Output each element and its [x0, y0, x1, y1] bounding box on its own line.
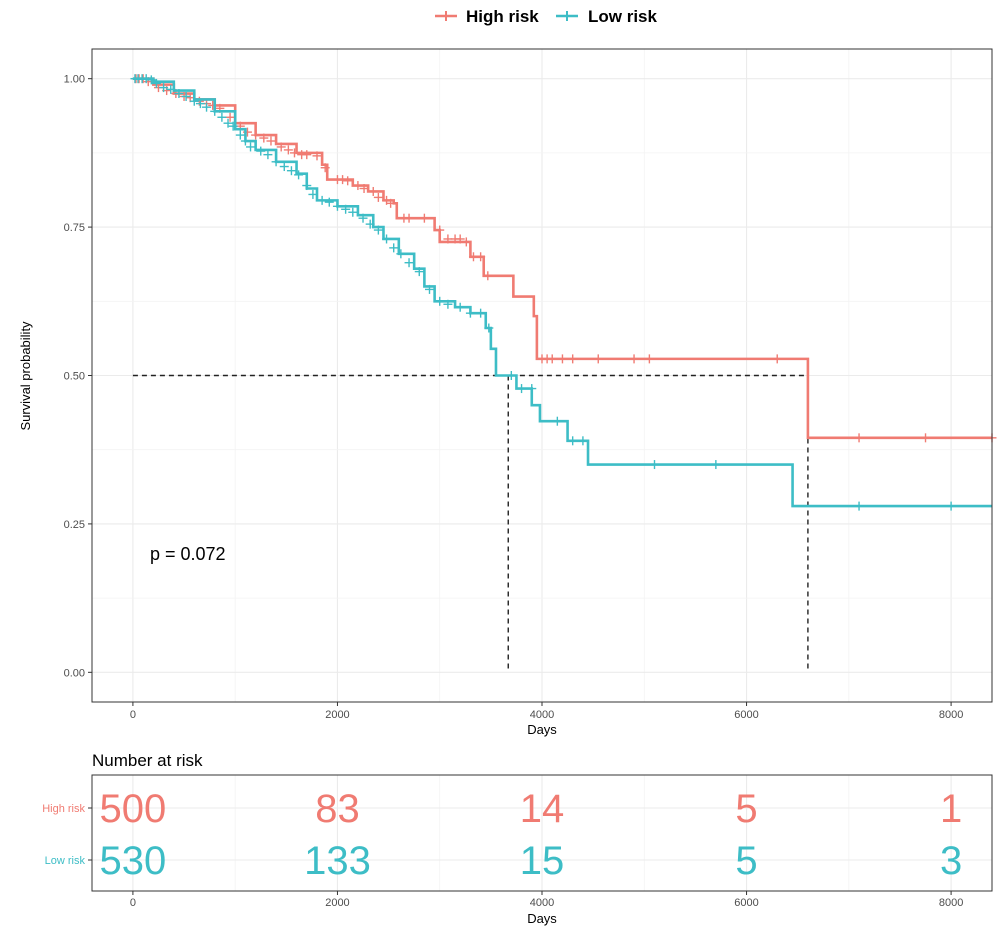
risk-count-low-risk: 133 — [304, 839, 371, 883]
risk-count-high-risk: 500 — [100, 787, 167, 831]
y-axis-ticks: 0.00 0.25 0.50 0.75 1.00 — [64, 74, 92, 679]
y-tick-label: 1.00 — [64, 74, 85, 86]
y-tick-label: 0.00 — [64, 667, 85, 679]
risk-count-high-risk: 83 — [315, 787, 360, 831]
risk-table: Number at risk 500 83 14 5 1 530 133 15 5 3 High … — [42, 751, 993, 926]
risk-table-cells: 500 83 14 5 1 530 133 15 5 3 — [100, 787, 963, 883]
main-plot: 0.00 0.25 0.50 0.75 1.00 0 2000 4000 6000 8000 S… — [18, 48, 997, 737]
risk-table-title: Number at risk — [92, 751, 203, 770]
x-tick-label: 2000 — [325, 709, 349, 721]
y-tick-label: 0.25 — [64, 519, 85, 531]
y-tick-label: 0.75 — [64, 222, 85, 234]
risk-count-low-risk: 5 — [735, 839, 757, 883]
table-x-tick-label: 4000 — [530, 897, 554, 909]
x-tick-label: 6000 — [734, 709, 758, 721]
legend-label-high-risk: High risk — [466, 7, 539, 26]
risk-count-low-risk: 530 — [100, 839, 167, 883]
table-x-tick-label: 2000 — [325, 897, 349, 909]
survival-curves — [130, 74, 997, 511]
y-axis-title: Survival probability — [18, 321, 33, 431]
risk-count-low-risk: 15 — [520, 839, 565, 883]
x-tick-label: 0 — [130, 709, 136, 721]
risk-table-x-axis-title: Days — [527, 911, 557, 926]
risk-row-label-low-risk: Low risk — [45, 855, 86, 867]
risk-count-high-risk: 14 — [520, 787, 565, 831]
risk-row-label-high-risk: High risk — [42, 803, 85, 815]
x-tick-label: 8000 — [939, 709, 963, 721]
table-x-tick-label: 0 — [130, 897, 136, 909]
risk-count-high-risk: 5 — [735, 787, 757, 831]
table-x-tick-label: 8000 — [939, 897, 963, 909]
legend-label-low-risk: Low risk — [588, 7, 658, 26]
risk-table-gridlines — [92, 775, 992, 891]
p-value-annotation: p = 0.072 — [150, 544, 226, 564]
x-axis-title: Days — [527, 722, 557, 737]
risk-table-x-ticks: 0 2000 4000 6000 8000 — [130, 891, 963, 909]
legend: High risk Low risk — [435, 7, 658, 26]
risk-count-low-risk: 3 — [940, 839, 962, 883]
x-tick-label: 4000 — [530, 709, 554, 721]
risk-count-high-risk: 1 — [940, 787, 962, 831]
risk-table-row-labels: High risk Low risk — [42, 803, 92, 867]
y-tick-label: 0.50 — [64, 371, 85, 383]
x-axis-ticks: 0 2000 4000 6000 8000 — [130, 702, 963, 721]
table-x-tick-label: 6000 — [734, 897, 758, 909]
